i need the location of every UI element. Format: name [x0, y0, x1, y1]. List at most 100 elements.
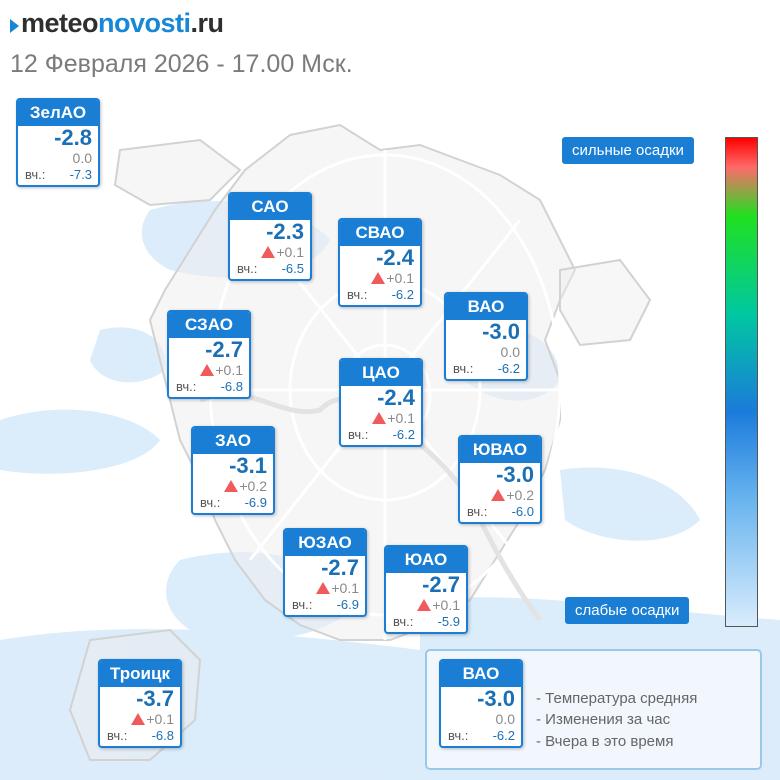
average-temperature: -2.7: [422, 572, 460, 597]
district-card-vao[interactable]: ВАО -3.0 0.0 вч.: -6.2: [444, 292, 528, 381]
brand-logo[interactable]: meteo novosti .ru: [10, 8, 224, 39]
triangle-up-icon: [372, 412, 387, 424]
district-name: ЗелАО: [18, 100, 98, 126]
district-card-troitsk[interactable]: Троицк -3.7 +0.1 вч.: -6.8: [98, 659, 182, 748]
district-name: Троицк: [100, 661, 180, 687]
district-name: ЮВАО: [460, 437, 540, 463]
brand-text-meteo: meteo: [21, 8, 99, 38]
triangle-up-icon: [131, 713, 146, 725]
district-name: ВАО: [441, 661, 521, 687]
yesterday-label: вч.:: [292, 597, 313, 612]
hourly-change: +0.1: [100, 711, 180, 728]
district-card-tsao[interactable]: ЦАО -2.4 +0.1 вч.: -6.2: [339, 358, 423, 447]
yesterday-value: -7.3: [69, 167, 92, 182]
hourly-change-value: +0.1: [215, 362, 243, 378]
district-card-yuao[interactable]: ЮАО -2.7 +0.1 вч.: -5.9: [384, 545, 468, 634]
yesterday-row: вч.: -6.2: [341, 427, 421, 445]
yesterday-label: вч.:: [467, 504, 488, 519]
yesterday-label: вч.:: [347, 287, 368, 302]
average-temperature: -3.0: [477, 686, 515, 711]
brand-text-domain: .ru: [190, 8, 225, 38]
yesterday-row: вч.: -6.8: [169, 379, 249, 397]
triangle-up-icon: [371, 272, 386, 284]
district-card-yuvao[interactable]: ЮВАО -3.0 +0.2 вч.: -6.0: [458, 435, 542, 524]
yesterday-value: -6.0: [511, 504, 534, 519]
hourly-change-value: +0.1: [146, 711, 174, 727]
hourly-change-value: +0.1: [331, 580, 359, 596]
brand-chevron-icon: [10, 18, 19, 33]
district-name: ЦАО: [341, 360, 421, 386]
hourly-change: +0.2: [460, 487, 540, 504]
precipitation-color-scale: [725, 137, 758, 627]
yesterday-row: вч.: -5.9: [386, 614, 466, 632]
hourly-change: +0.2: [193, 478, 273, 495]
hourly-change: +0.1: [340, 270, 420, 287]
district-name: ЮЗАО: [285, 530, 365, 556]
hourly-change: +0.1: [230, 244, 310, 261]
yesterday-value: -6.2: [391, 287, 414, 302]
average-temperature: -2.7: [321, 555, 359, 580]
yesterday-label: вч.:: [200, 495, 221, 510]
average-temperature: -3.0: [482, 319, 520, 344]
yesterday-value: -6.2: [392, 427, 415, 442]
triangle-up-icon: [316, 582, 331, 594]
brand-text-novosti: novosti: [98, 8, 191, 38]
yesterday-row: вч.: -6.9: [285, 597, 365, 615]
yesterday-row: вч.: -6.2: [441, 728, 521, 746]
yesterday-label: вч.:: [393, 614, 414, 629]
average-temperature: -3.7: [136, 686, 174, 711]
district-card-sao[interactable]: САО -2.3 +0.1 вч.: -6.5: [228, 192, 312, 281]
yesterday-value: -6.9: [244, 495, 267, 510]
legend-line-average-temp: - Температура средняя: [536, 690, 698, 707]
legend-line-yesterday: - Вчера в это время: [536, 733, 674, 750]
hourly-change-value: +0.1: [276, 244, 304, 260]
district-card-zao[interactable]: ЗАО -3.1 +0.2 вч.: -6.9: [191, 426, 275, 515]
yesterday-label: вч.:: [348, 427, 369, 442]
yesterday-label: вч.:: [448, 728, 469, 743]
hourly-change: +0.1: [285, 580, 365, 597]
weak-precip-label: слабые осадки: [565, 597, 690, 624]
district-card-zelao[interactable]: ЗелАО -2.8 0.0 вч.: -7.3: [16, 98, 100, 187]
triangle-up-icon: [224, 480, 239, 492]
yesterday-value: -6.5: [281, 261, 304, 276]
hourly-change-value: +0.2: [239, 478, 267, 494]
district-name: ЮАО: [386, 547, 466, 573]
hourly-change-value: 0.0: [72, 150, 92, 166]
district-name: СВАО: [340, 220, 420, 246]
yesterday-value: -6.2: [492, 728, 515, 743]
average-temperature: -3.1: [229, 453, 267, 478]
triangle-up-icon: [491, 489, 506, 501]
yesterday-row: вч.: -6.5: [230, 261, 310, 279]
hourly-change: 0.0: [446, 344, 526, 361]
hourly-change: 0.0: [18, 150, 98, 167]
yesterday-row: вч.: -6.0: [460, 504, 540, 522]
hourly-change: 0.0: [441, 711, 521, 728]
average-temperature: -2.4: [377, 385, 415, 410]
yesterday-row: вч.: -7.3: [18, 167, 98, 185]
yesterday-label: вч.:: [453, 361, 474, 376]
yesterday-label: вч.:: [176, 379, 197, 394]
hourly-change-value: +0.1: [432, 597, 460, 613]
average-temperature: -2.8: [54, 125, 92, 150]
yesterday-row: вч.: -6.8: [100, 728, 180, 746]
hourly-change-value: 0.0: [500, 344, 520, 360]
yesterday-value: -6.8: [220, 379, 243, 394]
average-temperature: -2.4: [376, 245, 414, 270]
average-temperature: -2.3: [266, 219, 304, 244]
hourly-change: +0.1: [341, 410, 421, 427]
triangle-up-icon: [261, 246, 276, 258]
hourly-change-value: +0.2: [506, 487, 534, 503]
district-name: САО: [230, 194, 310, 220]
page-subtitle-datetime: 12 Февраля 2026 - 17.00 Мск.: [10, 50, 353, 78]
triangle-up-icon: [417, 599, 432, 611]
district-card-yuzao[interactable]: ЮЗАО -2.7 +0.1 вч.: -6.9: [283, 528, 367, 617]
average-temperature: -3.0: [496, 462, 534, 487]
hourly-change-value: +0.1: [386, 270, 414, 286]
district-name: СЗАО: [169, 312, 249, 338]
district-card-szao[interactable]: СЗАО -2.7 +0.1 вч.: -6.8: [167, 310, 251, 399]
district-card-svao[interactable]: СВАО -2.4 +0.1 вч.: -6.2: [338, 218, 422, 307]
district-card-legend-sample[interactable]: ВАО -3.0 0.0 вч.: -6.2: [439, 659, 523, 748]
yesterday-label: вч.:: [237, 261, 258, 276]
yesterday-row: вч.: -6.9: [193, 495, 273, 513]
yesterday-row: вч.: -6.2: [446, 361, 526, 379]
